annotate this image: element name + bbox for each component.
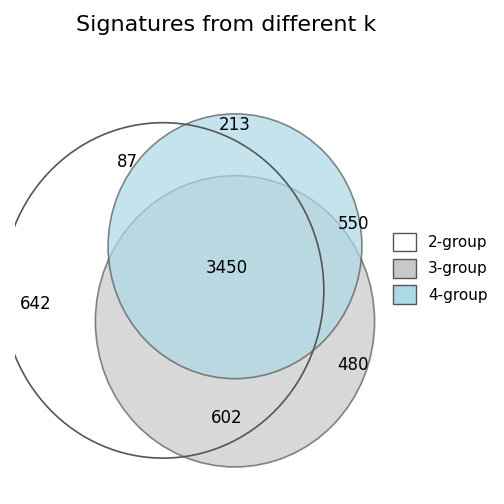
Text: 213: 213 (219, 116, 251, 134)
Legend: 2-group, 3-group, 4-group: 2-group, 3-group, 4-group (387, 227, 494, 310)
Text: 87: 87 (116, 153, 138, 171)
Text: 480: 480 (338, 356, 369, 374)
Text: 550: 550 (338, 215, 369, 233)
Circle shape (95, 176, 374, 467)
Text: 3450: 3450 (206, 260, 247, 277)
Title: Signatures from different k: Signatures from different k (77, 15, 376, 35)
Text: 642: 642 (20, 295, 52, 312)
Circle shape (108, 114, 362, 379)
Text: 602: 602 (211, 409, 242, 427)
